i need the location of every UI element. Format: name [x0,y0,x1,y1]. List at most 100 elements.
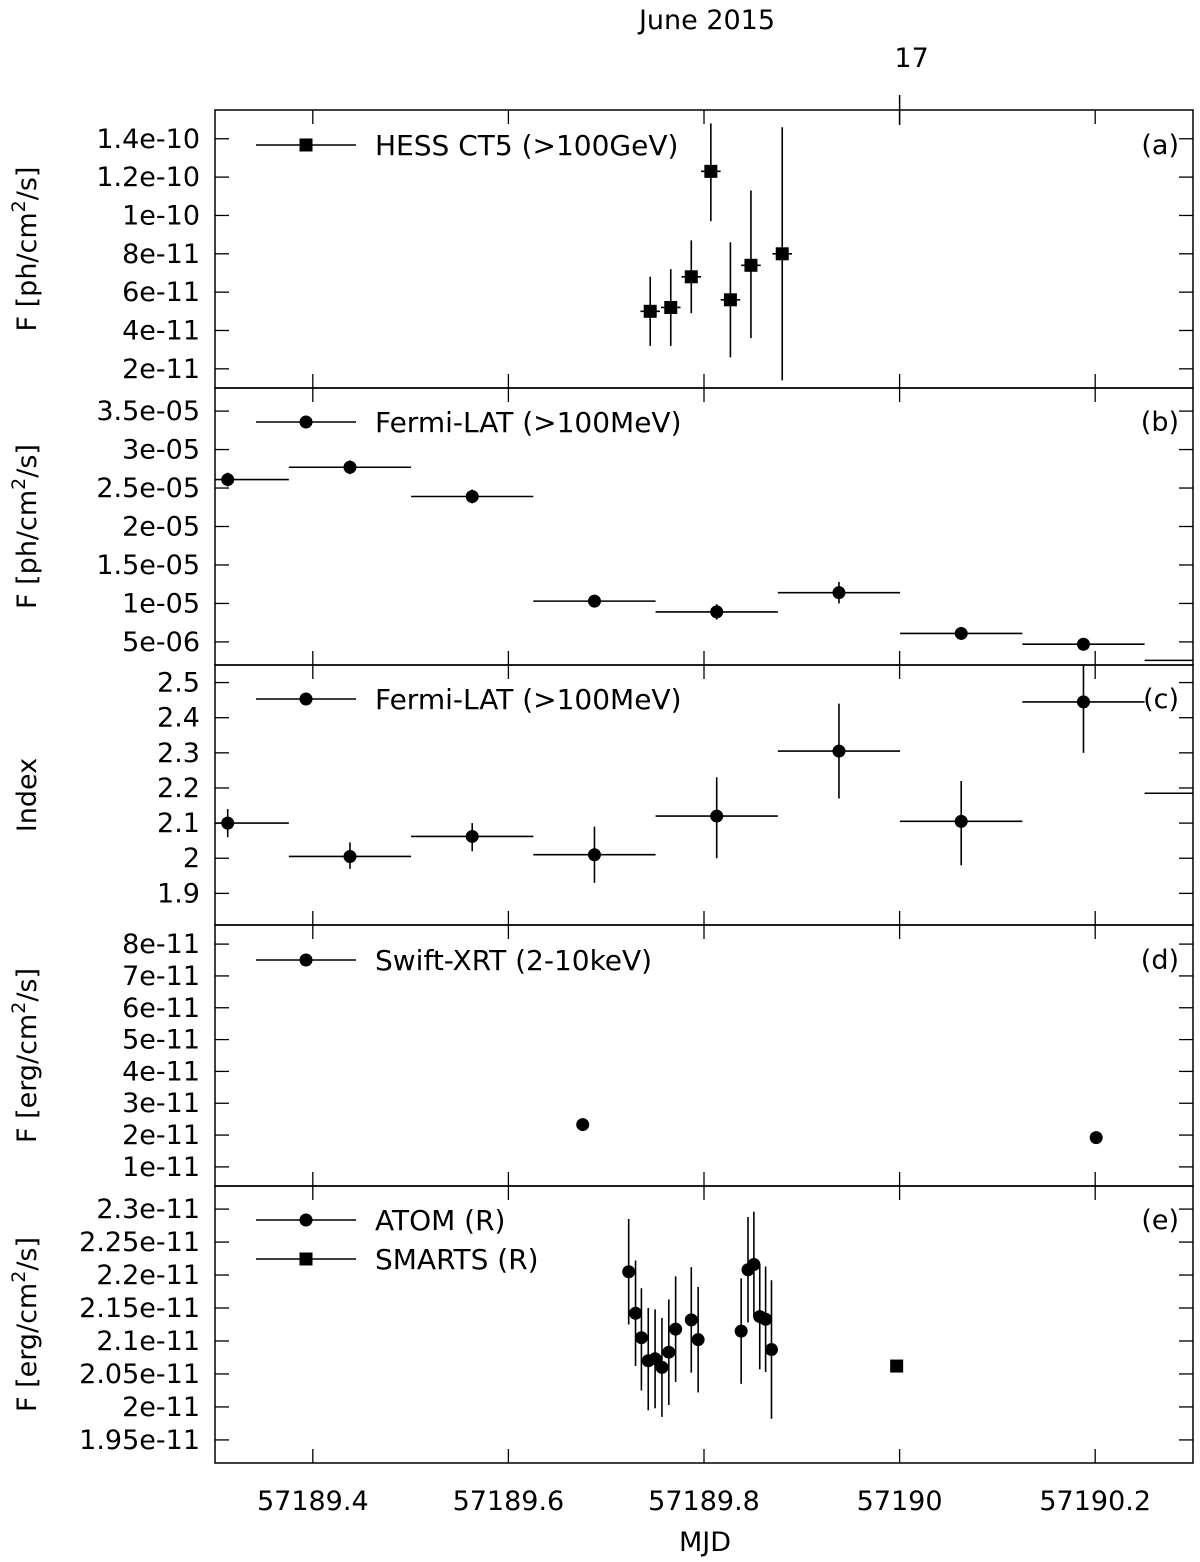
data-point [664,300,678,314]
y-tick-label: 2.3e-11 [96,1194,200,1225]
panel-label: (c) [1143,684,1179,715]
panel-label: (b) [1141,407,1179,438]
data-point [710,809,724,823]
panel-data-c [215,665,1193,883]
y-axis-title: F [erg/cm2/s] [8,1237,43,1412]
data-point [221,816,235,830]
data-point [587,594,601,608]
y-tick-label: 2.2 [157,773,200,804]
y-tick-label: 1.5e-05 [96,550,200,581]
data-point [655,1360,669,1374]
y-tick-label: 6e-11 [122,277,200,308]
data-point [684,270,698,284]
y-tick-label: 2.2e-11 [96,1260,200,1291]
data-point [1089,1131,1103,1145]
legend-marker [299,953,313,967]
panel-data-b [215,460,1193,662]
legend-marker [299,415,313,429]
legend-marker [299,1213,313,1227]
x-tick-label: 57189.4 [257,1486,369,1517]
data-point [1076,637,1090,651]
panel-label: (d) [1141,945,1179,976]
y-tick-label: 1.95e-11 [79,1425,200,1456]
y-tick-label: 1e-10 [122,200,200,231]
y-tick-label: 2e-05 [122,512,200,543]
data-point [576,1118,590,1132]
panel-frame-c [214,664,1194,926]
y-tick-label: 4e-11 [122,315,200,346]
data-point [465,489,479,503]
data-point [723,293,737,307]
y-axis-title: F [ph/cm2/s] [8,444,43,609]
legend-label: Fermi-LAT (>100MeV) [375,683,682,716]
y-axis-title: F [erg/cm2/s] [8,968,43,1143]
y-tick-label: 2.5 [157,668,200,699]
y-tick-label: 2.1e-11 [96,1326,200,1357]
data-point [704,164,718,178]
x-tick-label: 57189.6 [453,1486,565,1517]
panel-frame-d [214,924,1194,1187]
x-tick-label: 57190.2 [1039,1486,1151,1517]
axis-ticks [215,95,1193,1463]
y-tick-label: 1e-11 [122,1152,200,1183]
legend-label: ATOM (R) [375,1204,505,1237]
legend-label: Swift-XRT (2-10keV) [375,944,652,977]
data-point [832,744,846,758]
y-tick-label: 3e-11 [122,1088,200,1119]
data-point [684,1313,698,1327]
y-tick-label: 8e-11 [122,929,200,960]
legend-marker [299,138,313,152]
panel-frame-e [214,1185,1194,1464]
data-point [221,473,235,487]
panel-data-e [622,1211,904,1419]
data-point [622,1265,636,1279]
y-tick-label: 1.9 [157,878,200,909]
y-tick-label: 8e-11 [122,239,200,270]
data-point [465,829,479,843]
y-tick-label: 2.4 [157,703,200,734]
x-axis-title: MJD [679,1527,731,1558]
y-tick-label: 2.5e-05 [96,473,200,504]
y-tick-label: 2.25e-11 [79,1227,200,1258]
data-point [775,247,789,261]
data-point [744,258,758,272]
legend-marker [299,692,313,706]
y-tick-label: 2.15e-11 [79,1293,200,1324]
data-point [710,605,724,619]
y-tick-label: 4e-11 [122,1056,200,1087]
legends: HESS CT5 (>100GeV) Fermi-LAT (>100MeV) Fer… [256,129,682,1276]
y-tick-label: 1.4e-10 [96,124,200,155]
panel-label: (e) [1141,1205,1179,1236]
data-point [1076,695,1090,709]
data-point [343,460,357,474]
x-tick-label: 57190 [857,1486,943,1517]
data-point [669,1322,683,1336]
legend-marker [299,1252,313,1266]
data-marks [215,123,1193,1419]
panel-label: (a) [1141,130,1179,161]
panel-data-a [640,123,793,381]
data-point [629,1306,643,1320]
axis-titles: June 2015 MJD F [ph/cm2/s] F [ph/cm2/s] In… [8,5,775,1558]
y-tick-label: 5e-11 [122,1025,200,1056]
legend-label: SMARTS (R) [375,1243,539,1276]
y-tick-label: 5e-06 [122,627,200,658]
data-point [587,848,601,862]
data-point [954,626,968,640]
data-point [747,1257,761,1271]
y-tick-label: 2.05e-11 [79,1359,200,1390]
data-point [343,849,357,863]
panel-frame-a [214,109,1194,389]
x-tick-label: 57189.8 [648,1486,760,1517]
top-axis-title: June 2015 [637,5,775,36]
data-point [634,1331,648,1345]
y-tick-label: 2.3 [157,738,200,769]
panel-frames [214,109,1194,1464]
y-tick-label: 1.2e-10 [96,162,200,193]
y-tick-label: 3e-05 [122,435,200,466]
legend-label: HESS CT5 (>100GeV) [375,129,678,162]
panel-data-d [576,1118,1103,1145]
data-point [890,1359,904,1373]
data-point [759,1312,773,1326]
